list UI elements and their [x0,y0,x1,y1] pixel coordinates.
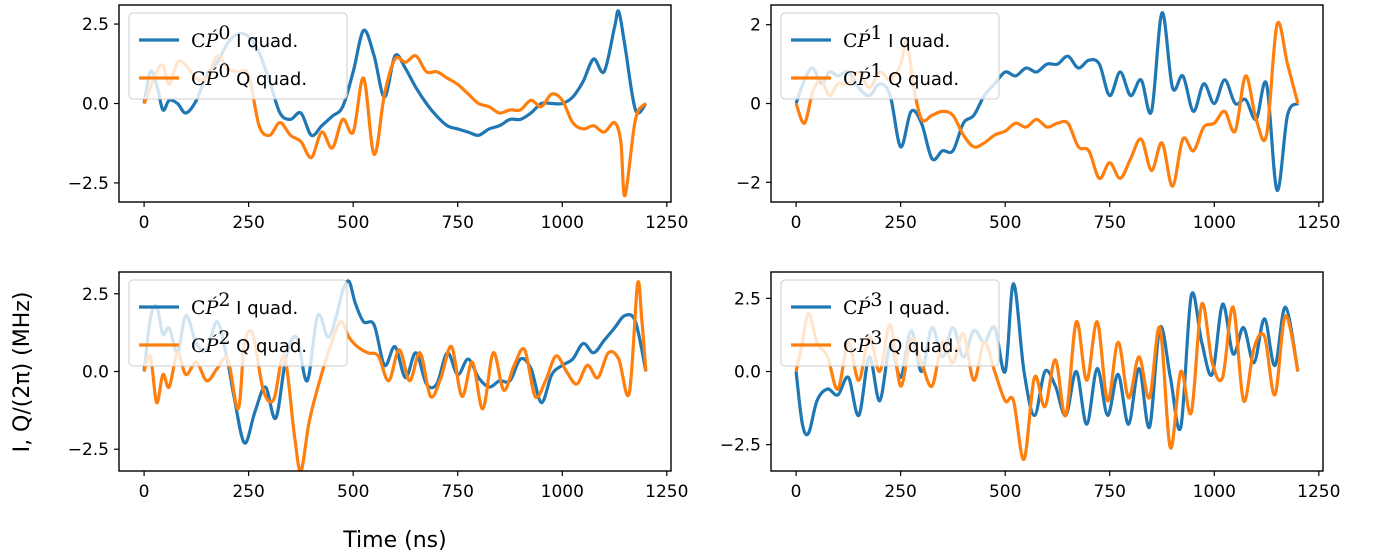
y-tick-label: 0.0 [734,363,761,383]
y-tick-label: −2.5 [68,174,109,194]
legend-label-q: CṔ3 Q quad. [843,327,959,357]
y-tick-label: 0.0 [82,95,109,115]
x-tick-label: 1250 [645,482,688,502]
legend-box [128,279,348,367]
x-tick-label: 1000 [541,213,584,233]
series-line-q [142,280,648,471]
x-tick-label: 1000 [541,482,584,502]
legend-label-i: CṔ0 I quad. [191,22,298,52]
x-tick-label: 1000 [1193,482,1236,502]
x-tick-label: 1250 [645,213,688,233]
legend-label-q: CṔ0 Q quad. [191,60,307,90]
legend-label-i: CṔ3 I quad. [843,289,950,319]
x-tick-label: 750 [1094,482,1126,502]
legend-label-i: CṔ2 I quad. [191,289,298,319]
legend-box [780,279,1000,367]
x-tick-label: 1000 [1193,213,1236,233]
y-axis-title: I, Q/(2π) (MHz) [10,292,35,453]
legend: CṔ3 I quad. CṔ3 Q quad. [780,279,1000,367]
subplot-3: 0 250 500 750 1000 1250−2.50.02.5 CṔ3 I quad.C… [720,271,1340,502]
series-line-i [794,282,1300,437]
x-tick-label: 750 [1094,213,1126,233]
x-tick-label: 0 [139,482,150,502]
y-tick-label: −2.5 [68,440,109,460]
x-tick-label: 500 [989,213,1021,233]
legend-label-q: CṔ2 Q quad. [191,327,307,357]
x-tick-label: 0 [791,482,802,502]
y-tick-label: 0.0 [82,363,109,383]
y-tick-label: −2 [736,173,761,193]
x-axis-title: Time (ns) [342,528,446,553]
x-tick-label: 250 [884,482,916,502]
series-line-q [794,302,1300,461]
legend: CṔ2 I quad. CṔ2 Q quad. [128,279,348,367]
x-tick-label: 250 [232,482,264,502]
y-tick-label: 0 [750,95,761,115]
legend: CṔ1 I quad. CṔ1 Q quad. [780,12,1000,100]
y-tick-label: 2.5 [82,285,109,305]
x-tick-label: 500 [337,213,369,233]
x-tick-label: 0 [139,213,150,233]
x-tick-label: 500 [989,482,1021,502]
legend: CṔ0 I quad. CṔ0 Q quad. [128,12,348,100]
subplot-1: 0 250 500 750 1000 1250 −2 0 2 CṔ1 I quad. CṔ1 Q q… [736,4,1340,233]
x-tick-label: 0 [791,213,802,233]
y-tick-label: 2.5 [734,289,761,309]
legend-label-i: CṔ1 I quad. [843,22,950,52]
x-tick-label: 250 [884,213,916,233]
legend-label-q: CṔ1 Q quad. [843,60,959,90]
x-tick-label: 500 [337,482,369,502]
y-tick-label: −2.5 [720,436,761,456]
y-tick-label: 2 [750,16,761,36]
legend-box [128,12,348,100]
x-tick-label: 1250 [1297,482,1340,502]
x-tick-label: 1250 [1297,213,1340,233]
x-tick-label: 750 [442,482,474,502]
x-tick-label: 250 [232,213,264,233]
legend-box [780,12,1000,100]
x-tick-label: 750 [442,213,474,233]
y-tick-label: 2.5 [82,15,109,35]
